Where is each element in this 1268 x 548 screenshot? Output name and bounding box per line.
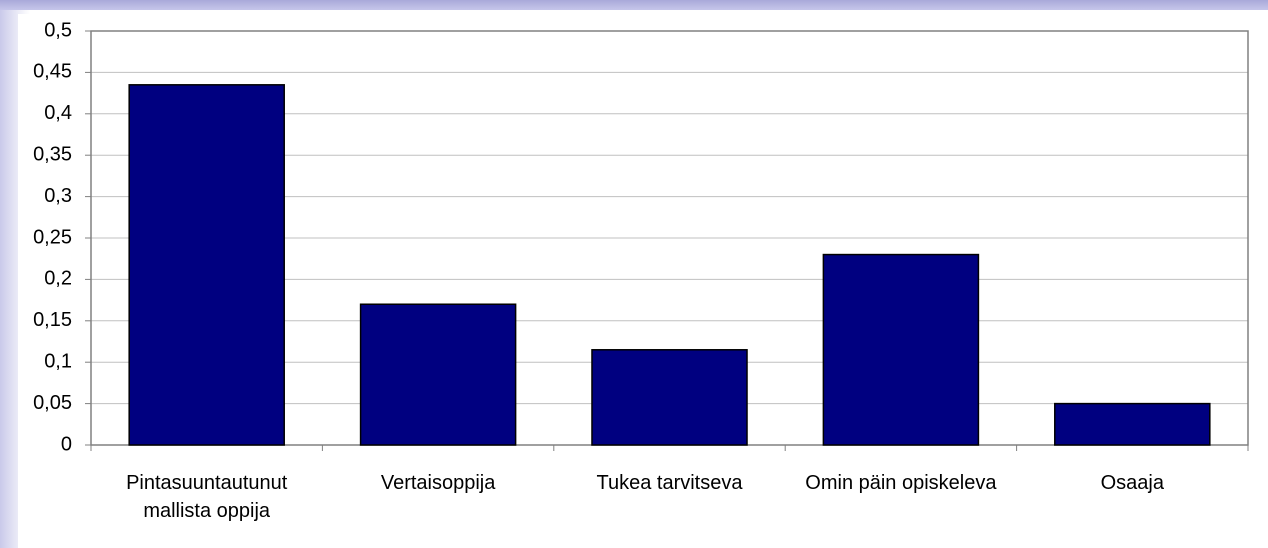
bar (1054, 402, 1211, 446)
x-tick-label: Osaaja (1100, 472, 1164, 494)
x-tick-label: Omin päin opiskeleva (805, 472, 997, 494)
bar (128, 84, 285, 446)
x-tick-label: Pintasuuntautunut mallista oppija (126, 472, 288, 522)
x-tick-label: Tukea tarvitseva (596, 472, 743, 494)
bar (822, 253, 980, 446)
y-tick-label: 0,1 (44, 350, 72, 372)
y-tick-label: 0 (61, 433, 72, 455)
y-tick-label: 0,3 (44, 185, 72, 207)
y-tick-label: 0,05 (33, 392, 72, 414)
bar (591, 349, 748, 446)
y-tick-label: 0,2 (44, 268, 72, 290)
y-tick-label: 0,45 (33, 61, 72, 83)
x-tick-label: Vertaisoppija (380, 472, 496, 494)
y-tick-label: 0,4 (44, 102, 72, 124)
y-tick-label: 0,5 (44, 19, 72, 41)
y-tick-label: 0,25 (33, 226, 72, 248)
top-bar (0, 0, 1268, 10)
bar (359, 303, 517, 446)
y-tick-label: 0,15 (33, 309, 72, 331)
y-tick-label: 0,35 (33, 143, 72, 165)
